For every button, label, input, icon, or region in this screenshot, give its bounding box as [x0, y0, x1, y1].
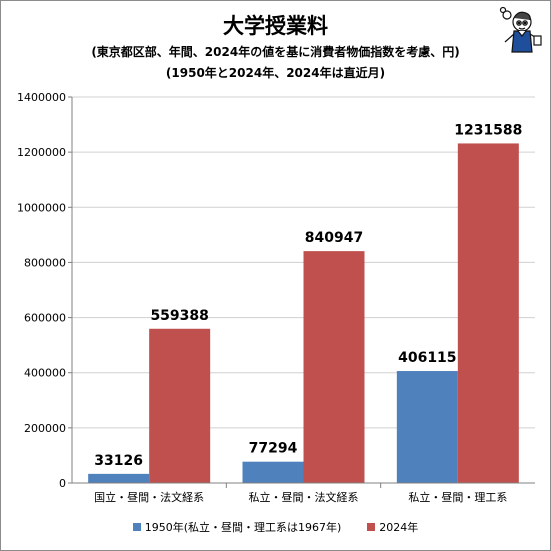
chart-title: 大学授業料 — [223, 14, 328, 38]
y-tick-label: 0 — [59, 477, 66, 490]
y-tick-label: 800000 — [24, 256, 66, 269]
data-label: 77294 — [249, 441, 298, 457]
data-label: 33126 — [94, 453, 143, 469]
chart-subtitle: (東京都区部、年間、2024年の値を基に消費者物価指数を考慮、円) — [91, 45, 460, 59]
bar-series-2 — [303, 251, 365, 483]
legend-label-series-1: 1950年(私立・昼間・理工系は1967年) — [144, 521, 342, 534]
x-category-label: 国立・昼間・法文経系 — [94, 490, 204, 504]
bar-series-1 — [396, 371, 458, 483]
legend-swatch-series-1 — [132, 523, 141, 531]
y-tick-label: 200000 — [24, 422, 66, 435]
x-category-label: 私立・昼間・理工系 — [408, 490, 507, 504]
data-label: 406115 — [398, 350, 456, 366]
legend-item-series-1: 1950年(私立・昼間・理工系は1967年) — [132, 519, 342, 535]
y-tick-label: 400000 — [24, 367, 66, 380]
y-tick-label: 1400000 — [17, 91, 66, 104]
y-tick-label: 600000 — [24, 312, 66, 325]
data-label: 840947 — [305, 230, 363, 246]
bar-series-2 — [457, 143, 519, 483]
data-label: 1231588 — [454, 122, 522, 138]
bar-series-1 — [242, 461, 304, 483]
bar-series-1 — [88, 473, 150, 483]
x-category-label: 私立・昼間・法文経系 — [249, 490, 359, 504]
legend-label-series-2: 2024年 — [379, 521, 419, 534]
y-tick-label: 1000000 — [17, 201, 66, 214]
legend-item-series-2: 2024年 — [367, 519, 418, 535]
legend: 1950年(私立・昼間・理工系は1967年) 2024年 — [0, 519, 551, 535]
mascot-icon — [499, 6, 542, 53]
chart-subtitle-note: (1950年と2024年、2024年は直近月) — [165, 66, 386, 80]
y-tick-label: 1200000 — [17, 146, 66, 159]
data-label: 559388 — [150, 308, 208, 324]
bar-series-2 — [149, 328, 211, 483]
legend-swatch-series-2 — [367, 523, 376, 531]
